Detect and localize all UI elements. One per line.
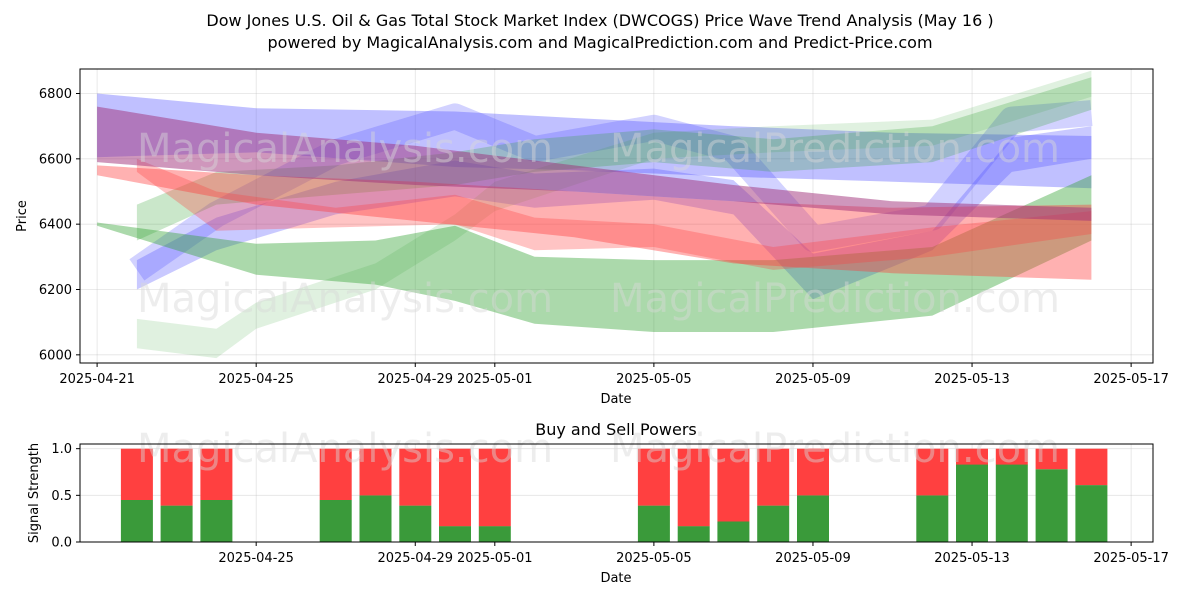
signal-panel: Buy and Sell Powers MagicalAnalysis.com … — [27, 420, 1169, 586]
buy-bar — [319, 500, 352, 542]
price-x-tick-label: 2025-04-25 — [218, 372, 294, 387]
sell-bar — [200, 448, 233, 500]
buy-bar — [359, 495, 392, 542]
buy-bar — [677, 526, 710, 542]
sell-bar — [439, 448, 471, 527]
watermark-analysis-bottom: MagicalAnalysis.com — [137, 276, 553, 322]
wave-band-5 — [136, 70, 1092, 359]
buy-bar — [1035, 469, 1068, 542]
price-x-tick-label: 2025-05-17 — [1093, 372, 1169, 387]
watermark-prediction-top: MagicalPrediction.com — [610, 126, 1060, 172]
buy-bar — [160, 505, 193, 542]
sell-bar — [478, 448, 511, 527]
buy-bar — [916, 495, 949, 542]
price-y-tick-label: 6800 — [39, 87, 72, 102]
sell-bar — [995, 448, 1028, 465]
watermark-prediction-signal: MagicalPrediction.com — [610, 426, 1060, 472]
sell-bar — [1075, 448, 1108, 486]
signal-x-tick-label: 2025-05-13 — [934, 551, 1010, 566]
signal-x-tick-label: 2025-05-01 — [457, 551, 533, 566]
chart-subtitle: powered by MagicalAnalysis.com and Magic… — [267, 33, 932, 52]
watermark-analysis-signal: MagicalAnalysis.com — [137, 426, 553, 472]
sell-bar — [956, 448, 988, 465]
price-y-axis-label: Price — [15, 200, 30, 232]
buy-bar — [995, 464, 1028, 542]
price-x-tick-label: 2025-05-01 — [457, 372, 533, 387]
buy-bar — [717, 521, 750, 542]
wave-band-4 — [136, 77, 1092, 241]
chart-title: Dow Jones U.S. Oil & Gas Total Stock Mar… — [206, 11, 993, 30]
wave-band-0 — [97, 93, 1092, 189]
price-ticks: 2025-04-21 2025-04-25 2025-04-29 2025-05-01… — [39, 87, 1169, 387]
buy-bar — [399, 505, 432, 542]
wave-band-7 — [136, 158, 1092, 270]
sell-bar — [637, 448, 670, 506]
buy-bar — [200, 500, 233, 542]
signal-bars — [120, 448, 1108, 542]
price-watermarks: MagicalAnalysis.com MagicalPrediction.co… — [137, 126, 1060, 322]
price-panel: MagicalAnalysis.com MagicalPrediction.co… — [15, 68, 1169, 407]
sell-bar — [757, 448, 790, 506]
buy-bar — [797, 495, 829, 542]
price-x-tick-label: 2025-05-13 — [934, 372, 1010, 387]
watermark-prediction-bottom: MagicalPrediction.com — [610, 276, 1060, 322]
signal-x-tick-label: 2025-04-25 — [218, 551, 294, 566]
price-y-tick-label: 6600 — [39, 152, 72, 167]
signal-x-tick-label: 2025-04-29 — [377, 551, 453, 566]
price-y-tick-label: 6000 — [39, 348, 72, 363]
sell-bar — [916, 448, 949, 496]
signal-y-tick-label: 0.5 — [51, 489, 72, 504]
signal-x-tick-label: 2025-05-09 — [775, 551, 851, 566]
sell-bar — [717, 448, 750, 522]
signal-axes-frame — [79, 443, 1154, 543]
sell-bar — [359, 448, 392, 496]
price-y-tick-label: 6200 — [39, 283, 72, 298]
buy-bar — [478, 526, 511, 542]
sell-bar — [399, 448, 432, 506]
wave-band-3 — [97, 175, 1092, 332]
price-wave-bands — [97, 70, 1093, 359]
watermark-analysis-top: MagicalAnalysis.com — [137, 126, 553, 172]
signal-watermarks: MagicalAnalysis.com MagicalPrediction.co… — [137, 426, 1060, 472]
sell-bar — [160, 448, 193, 506]
signal-chart-title: Buy and Sell Powers — [535, 420, 697, 439]
price-axes-frame — [79, 68, 1154, 364]
price-x-axis-label: Date — [600, 392, 631, 407]
sell-bar — [1035, 448, 1068, 470]
signal-x-tick-label: 2025-05-05 — [616, 551, 692, 566]
sell-bar — [677, 448, 710, 527]
sell-bar — [120, 448, 153, 500]
signal-y-tick-label: 1.0 — [51, 442, 72, 457]
signal-x-tick-label: 2025-05-17 — [1093, 551, 1169, 566]
price-x-tick-label: 2025-04-29 — [377, 372, 453, 387]
wave-band-6 — [97, 165, 1092, 280]
signal-y-tick-label: 0.0 — [51, 536, 72, 551]
signal-ticks: 2025-04-25 2025-04-29 2025-05-01 2025-05-05… — [51, 442, 1169, 566]
sell-bar — [319, 448, 352, 500]
wave-band-8 — [97, 106, 1092, 221]
signal-x-axis-label: Date — [600, 571, 631, 586]
buy-bar — [1075, 485, 1108, 542]
buy-bar — [439, 526, 471, 542]
buy-bar — [956, 464, 988, 542]
price-x-tick-label: 2025-04-21 — [59, 372, 135, 387]
sell-bar — [797, 448, 829, 496]
price-x-tick-label: 2025-05-05 — [616, 372, 692, 387]
signal-y-axis-label: Signal Strength — [27, 443, 42, 543]
price-y-tick-label: 6400 — [39, 218, 72, 233]
wave-band-1 — [136, 126, 1092, 300]
buy-bar — [637, 505, 670, 542]
price-x-tick-label: 2025-05-09 — [775, 372, 851, 387]
buy-bar — [120, 500, 153, 542]
buy-bar — [757, 505, 790, 542]
